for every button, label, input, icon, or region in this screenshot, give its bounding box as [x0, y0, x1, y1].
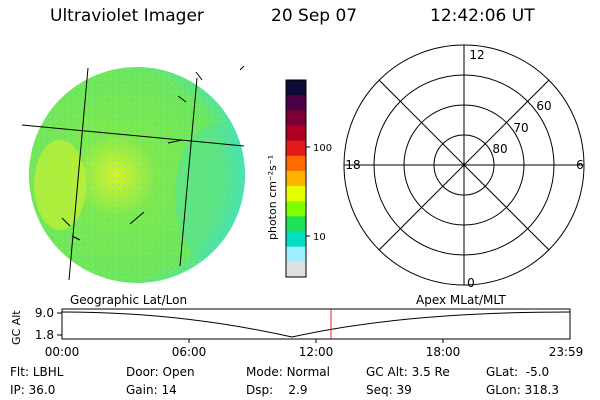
colorbar-ticks — [306, 146, 310, 237]
geographic-label: Geographic Lat/Lon — [70, 293, 187, 307]
glat-label: GLat: — [486, 365, 519, 379]
gcalt-value: 3.5 Re — [411, 365, 450, 379]
polar-grid — [343, 44, 585, 286]
mlat-label-80: 80 — [492, 142, 507, 156]
mlt-label-0: 0 — [467, 276, 475, 290]
colorbar-tick-100: 100 — [313, 143, 332, 154]
colorbar-swatch — [286, 201, 306, 217]
dsp-status: Dsp: 2.9 — [246, 383, 308, 397]
colorbar-swatch — [286, 95, 306, 111]
glon-value: 318.3 — [524, 383, 559, 397]
door-value: Open — [162, 365, 195, 379]
colorbar-frame — [285, 79, 307, 278]
mlt-label-18: 18 — [345, 158, 360, 172]
mlat-label-70: 70 — [513, 121, 528, 135]
altitude-xtick-2359: 23:59 — [549, 345, 584, 359]
mode-label: Mode: — [246, 365, 283, 379]
colorbar-swatch — [286, 170, 306, 187]
mode-status: Mode: Normal — [246, 365, 330, 379]
filter-status: Flt: LBHL — [10, 365, 63, 379]
filter-label: Flt: — [10, 365, 29, 379]
gain-value: 14 — [161, 383, 177, 397]
mode-value: Normal — [286, 365, 330, 379]
door-status: Door: Open — [126, 365, 195, 379]
altitude-ytick-1-8: 1.8 — [35, 328, 54, 342]
observation-date: 20 Sep 07 — [271, 6, 358, 26]
filter-value: LBHL — [32, 365, 64, 379]
colorbar-swatch — [286, 186, 306, 202]
seq-value: 39 — [396, 383, 412, 397]
colorbar-swatch — [286, 80, 306, 96]
apex-label: Apex MLat/MLT — [416, 293, 506, 307]
colorbar-swatch — [286, 231, 306, 248]
altitude-xtick-1800: 18:00 — [426, 345, 461, 359]
gain-status: Gain: 14 — [126, 383, 177, 397]
colorbar-swatch — [286, 110, 306, 127]
gcalt-status: GC Alt: 3.5 Re — [366, 365, 450, 379]
altitude-x-ticks — [188, 339, 444, 343]
colorbar-tick-10: 10 — [313, 232, 326, 243]
ip-label: IP: — [10, 383, 25, 397]
glat-value: -5.0 — [525, 365, 550, 379]
altitude-xtick-1200: 12:00 — [299, 345, 334, 359]
dsp-label: Dsp: — [246, 383, 274, 397]
colorbar-swatch — [286, 246, 306, 263]
colorbar — [286, 80, 306, 278]
glat-status: GLat: -5.0 — [486, 365, 549, 379]
mlt-label-12: 12 — [469, 48, 484, 62]
altitude-xtick-0600: 06:00 — [172, 345, 207, 359]
seq-label: Seq: — [366, 383, 393, 397]
glon-status: GLon: 318.3 — [486, 383, 559, 397]
uv-image-disk — [29, 67, 245, 283]
geographic-grid-lines — [21, 65, 245, 281]
ip-status: IP: 36.0 — [10, 383, 55, 397]
colorbar-unit-label: photon cm⁻²s⁻¹ — [266, 155, 279, 240]
colorbar-swatch — [286, 140, 306, 157]
dsp-value: 2.9 — [288, 383, 308, 397]
door-label: Door: — [126, 365, 159, 379]
glon-label: GLon: — [486, 383, 521, 397]
gain-label: Gain: — [126, 383, 158, 397]
altitude-y-ticks — [57, 312, 62, 336]
colorbar-swatch — [286, 261, 306, 278]
colorbar-swatch — [286, 155, 306, 172]
colorbar-swatch — [286, 216, 306, 233]
mlat-label-60: 60 — [536, 99, 551, 113]
ip-value: 36.0 — [28, 383, 56, 397]
altitude-curve — [61, 311, 571, 338]
mlt-label-6: 6 — [576, 158, 584, 172]
altitude-ytick-9: 9.0 — [35, 306, 54, 320]
seq-status: Seq: 39 — [366, 383, 412, 397]
app-title: Ultraviolet Imager — [50, 6, 204, 26]
altitude-xtick-0000: 00:00 — [45, 345, 80, 359]
altitude-ylabel: GC Alt — [10, 310, 23, 345]
gcalt-label: GC Alt: — [366, 365, 408, 379]
colorbar-swatch — [286, 125, 306, 142]
observation-time: 12:42:06 UT — [430, 6, 535, 26]
